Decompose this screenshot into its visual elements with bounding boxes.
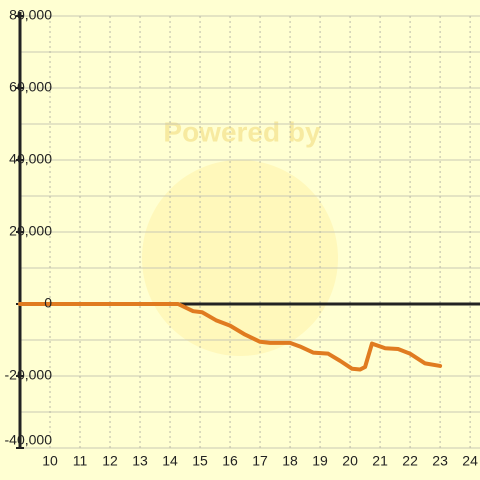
y-tick-label: -40,000 [5,432,53,448]
x-tick-label: 13 [132,453,148,469]
x-tick-label: 10 [42,453,58,469]
y-tick-label: 20,000 [9,223,52,239]
x-tick-label: 21 [372,453,388,469]
marks [18,302,443,372]
x-tick-label: 12 [102,453,118,469]
x-tick-label: 15 [192,453,208,469]
x-tick-label: 16 [222,453,238,469]
y-tick-label: 60,000 [9,79,52,95]
x-tick-label: 11 [73,453,88,469]
x-tick-label: 18 [282,453,298,469]
line-series [18,302,443,372]
grid [16,12,480,449]
y-tick-label: 40,000 [9,151,52,167]
watermark: Powered by [163,116,321,147]
x-tick-label: 20 [342,453,358,469]
y-tick-label: -20,000 [5,367,53,383]
watermark-logo [142,160,338,356]
x-tick-label: 19 [312,453,328,469]
y-tick-label: 80,000 [9,7,52,23]
x-tick-label: 17 [252,453,268,469]
labels: -40,000 -20,000 0 20,000 40,000 60,000 80,000 1… [5,7,479,469]
x-tick-label: 23 [432,453,448,469]
x-tick-label: 22 [402,453,418,469]
y-tick-label: 0 [44,295,52,311]
x-tick-label: 14 [162,453,178,469]
x-tick-label: 24 [462,453,478,469]
